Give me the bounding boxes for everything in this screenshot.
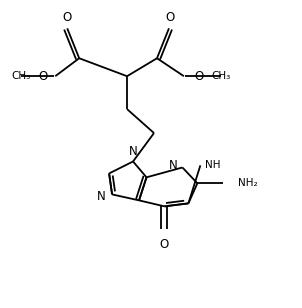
Text: N: N — [169, 159, 178, 172]
Text: NH₂: NH₂ — [238, 178, 257, 188]
Text: NH: NH — [205, 160, 220, 170]
Text: N: N — [97, 190, 105, 203]
Text: O: O — [194, 70, 204, 83]
Text: CH₃: CH₃ — [212, 71, 231, 81]
Text: O: O — [160, 238, 169, 251]
Text: CH₃: CH₃ — [11, 71, 31, 81]
Text: O: O — [63, 11, 72, 24]
Text: O: O — [39, 70, 48, 83]
Text: O: O — [166, 11, 175, 24]
Text: N: N — [129, 145, 137, 159]
